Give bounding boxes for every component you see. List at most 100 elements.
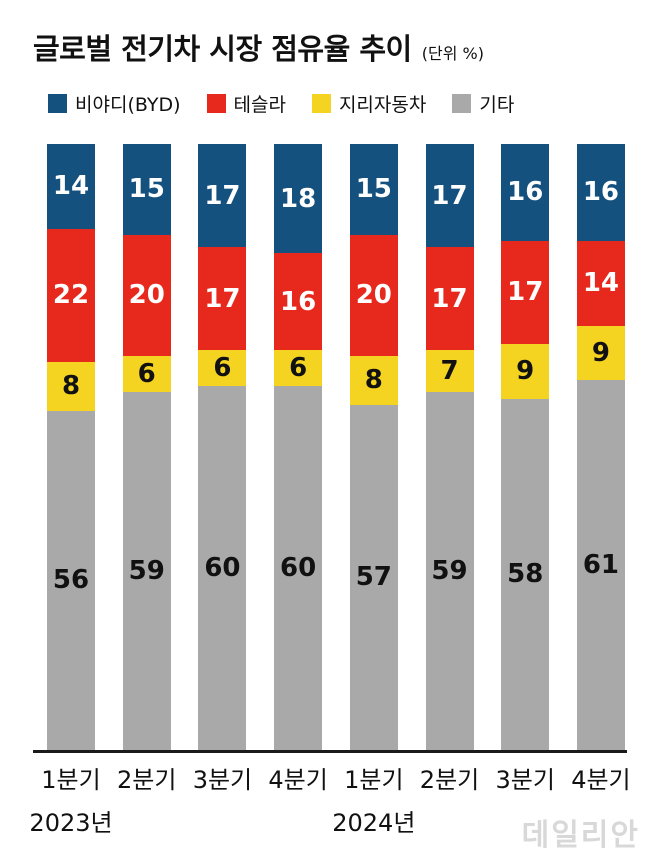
bar-segment: 22 — [47, 228, 95, 363]
segment-value: 17 — [204, 180, 241, 211]
legend-label: 비야디(BYD) — [75, 94, 181, 116]
segment-value: 60 — [204, 553, 241, 584]
segment-value: 56 — [52, 565, 90, 596]
segment-value: 8 — [61, 371, 81, 402]
quarter-label: 2분기 — [116, 766, 177, 794]
watermark: 데일리안 — [521, 818, 640, 853]
bar-segment: 60 — [198, 386, 247, 750]
segment-value: 16 — [507, 177, 544, 208]
bar-segment: 16 — [501, 144, 550, 241]
bar-segment: 58 — [501, 398, 550, 750]
bar-segment: 61 — [576, 380, 625, 750]
bar-segment: 14 — [47, 144, 95, 229]
bar-segment: 6 — [122, 356, 171, 393]
segment-value: 20 — [128, 280, 165, 311]
segment-value: 9 — [516, 356, 535, 387]
segment-value: 8 — [364, 365, 383, 396]
segment-value: 17 — [431, 180, 468, 211]
x-label-cell-8: 4분기 — [571, 760, 630, 838]
bar-segment: 16 — [274, 253, 323, 351]
bar-segment: 9 — [576, 325, 625, 381]
chart-legend: 비야디(BYD) 테슬라 지리자동차 기타 — [48, 90, 514, 117]
legend-item-2: 테슬라 — [206, 90, 286, 117]
year-label: 2024년 — [332, 809, 416, 837]
quarter-label: 1분기 — [344, 766, 404, 794]
legend-swatch — [48, 94, 67, 113]
bar-segment: 60 — [274, 386, 323, 750]
quarter-label: 1분기 — [41, 766, 101, 794]
bar-segment: 7 — [425, 350, 474, 393]
quarter-label: 3분기 — [192, 766, 253, 794]
bar-segment: 17 — [198, 247, 247, 351]
bar-8: 16 14 9 61 — [576, 144, 625, 750]
legend-item-3: 지리자동차 — [311, 90, 427, 117]
bar-segment: 17 — [198, 144, 247, 248]
segment-value: 59 — [128, 556, 165, 587]
legend-label: 지리자동차 — [338, 94, 427, 116]
x-label-cell-5: 1분기 2024년 — [332, 760, 415, 838]
bar-segment: 16 — [576, 144, 625, 241]
quarter-label: 4분기 — [571, 766, 631, 794]
segment-value: 14 — [52, 171, 90, 202]
x-label-cell-1: 1분기 2023년 — [29, 760, 112, 838]
quarter-label: 2분기 — [419, 766, 480, 794]
segment-value: 6 — [213, 353, 232, 384]
bar-segment: 6 — [198, 350, 247, 387]
bar-segment: 57 — [349, 404, 398, 750]
bar-2: 15 20 6 59 — [122, 144, 171, 750]
bar-segment: 9 — [501, 343, 550, 399]
bar-segment: 14 — [576, 240, 625, 326]
segment-value: 6 — [137, 359, 156, 390]
bar-7: 16 17 9 58 — [501, 144, 550, 750]
bar-segment: 17 — [501, 240, 550, 344]
bar-4: 18 16 6 60 — [274, 144, 323, 750]
segment-value: 15 — [355, 174, 392, 205]
segment-value: 6 — [289, 353, 308, 384]
chart-unit-label: (단위 %) — [421, 44, 484, 63]
x-label-cell-3: 3분기 — [193, 760, 252, 838]
segment-value: 58 — [507, 559, 544, 590]
bar-segment: 20 — [349, 234, 398, 357]
segment-value: 22 — [52, 280, 90, 311]
bar-segment: 17 — [425, 247, 474, 351]
segment-value: 17 — [204, 283, 241, 314]
bar-segment: 59 — [122, 392, 171, 750]
stacked-bar-chart: 14 22 8 56 15 20 6 59 17 17 6 60 18 16 6 60 15 20 8 57 17 17 7… — [47, 144, 625, 750]
segment-value: 17 — [507, 277, 544, 308]
bar-segment: 18 — [274, 144, 323, 254]
segment-value: 15 — [128, 174, 165, 205]
x-label-cell-4: 4분기 — [268, 760, 327, 838]
bar-segment: 8 — [47, 362, 95, 411]
legend-label: 테슬라 — [233, 94, 286, 116]
x-axis-labels: 1분기 2023년 2분기 3분기 4분기 1분기 2024년 2분기 3분기 4분기 — [29, 760, 630, 838]
bar-segment: 15 — [349, 144, 398, 235]
bar-segment: 6 — [274, 350, 323, 387]
legend-item-1: 비야디(BYD) — [48, 90, 181, 117]
bar-segment: 59 — [425, 392, 474, 750]
bar-segment: 17 — [425, 144, 474, 248]
segment-value: 14 — [582, 268, 620, 299]
segment-value: 7 — [440, 356, 459, 387]
bar-3: 17 17 6 60 — [198, 144, 247, 750]
chart-header: 글로벌 전기차 시장 점유율 추이 (단위 %) — [33, 26, 484, 68]
chart-title: 글로벌 전기차 시장 점유율 추이 — [33, 32, 412, 66]
legend-label: 기타 — [479, 94, 515, 116]
segment-value: 61 — [582, 550, 620, 581]
segment-value: 59 — [431, 556, 468, 587]
legend-swatch — [452, 94, 472, 113]
bar-segment: 56 — [47, 410, 95, 750]
x-label-cell-6: 2분기 — [420, 760, 479, 838]
segment-value: 18 — [280, 183, 317, 214]
segment-value: 17 — [431, 283, 468, 314]
bar-6: 17 17 7 59 — [425, 144, 474, 750]
segment-value: 9 — [591, 338, 610, 369]
segment-value: 16 — [280, 286, 317, 317]
segment-value: 16 — [582, 177, 620, 208]
legend-swatch — [311, 94, 331, 113]
bar-segment: 15 — [122, 144, 171, 235]
bar-segment: 20 — [122, 234, 171, 357]
legend-item-4: 기타 — [452, 90, 514, 117]
bar-5: 15 20 8 57 — [349, 144, 398, 750]
year-label: 2023년 — [29, 809, 113, 837]
